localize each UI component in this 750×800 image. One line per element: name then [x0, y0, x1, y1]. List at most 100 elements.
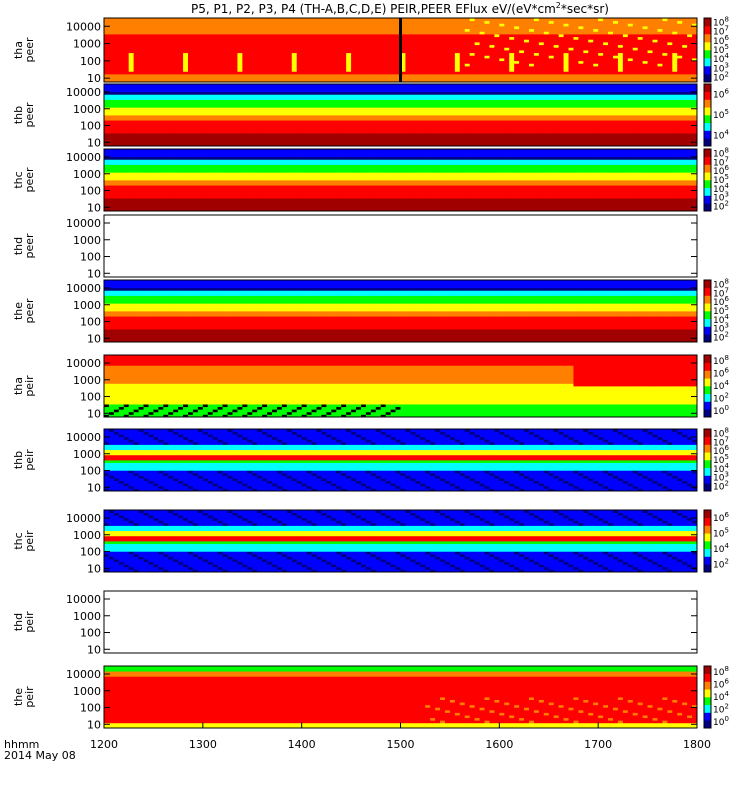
- spectrogram-image: [104, 84, 698, 147]
- y-tick-label: 100: [80, 316, 101, 329]
- x-tick-label: 1600: [485, 738, 513, 751]
- y-axis-label: thc: [12, 532, 25, 549]
- colorbar-tick-label: 108: [713, 426, 729, 439]
- colorbar-tick-label: 106: [713, 678, 729, 691]
- colorbar-tick-label: 105: [713, 526, 729, 539]
- colorbar-segment: [704, 704, 711, 713]
- y-axis-label: peir: [23, 686, 36, 708]
- y-axis-label: thd: [12, 237, 25, 255]
- y-tick-label: 10000: [66, 593, 101, 606]
- panels: 10210310410510610710810000100010010thape…: [12, 16, 729, 732]
- colorbar-segment: [704, 318, 711, 327]
- colorbar-tick-label: 104: [713, 542, 729, 555]
- y-tick-label: 1000: [73, 38, 101, 51]
- colorbar-segment: [704, 517, 711, 526]
- spectrogram-image: [104, 510, 698, 573]
- y-tick-label: 1000: [73, 103, 101, 116]
- colorbar-segment: [704, 122, 711, 131]
- panel-frame: [103, 279, 698, 343]
- colorbar-segment: [704, 681, 711, 690]
- colorbar-tick-label: 106: [713, 367, 729, 380]
- colorbar-segment: [704, 115, 711, 124]
- colorbar-segment: [704, 180, 711, 189]
- colorbar-segment: [704, 533, 711, 542]
- y-axis-label: peir: [23, 449, 36, 471]
- y-tick-label: 100: [80, 251, 101, 264]
- colorbar-tick-label: 104: [713, 462, 729, 475]
- y-tick-label: 1000: [73, 610, 101, 623]
- colorbar-segment: [704, 99, 711, 108]
- colorbar-segment: [704, 436, 711, 445]
- y-tick-label: 10: [87, 643, 101, 656]
- y-tick-label: 10000: [66, 20, 101, 33]
- y-tick-label: 1000: [73, 299, 101, 312]
- colorbar-tick-label: 102: [713, 702, 729, 715]
- y-axis-label: thc: [12, 171, 25, 188]
- spectrogram-image: [104, 355, 698, 418]
- y-tick-label: 10: [87, 72, 101, 85]
- colorbar-tick-label: 105: [713, 43, 729, 56]
- colorbar-tick-label: 107: [713, 25, 729, 38]
- colorbar-tick-label: 106: [713, 164, 729, 177]
- colorbar-tick-label: 102: [713, 200, 729, 213]
- y-tick-label: 1000: [73, 529, 101, 542]
- colorbar-segment: [704, 541, 711, 550]
- y-axis-label: thd: [12, 613, 25, 631]
- y-tick-label: 100: [80, 546, 101, 559]
- colorbar-segment: [704, 203, 711, 212]
- colorbar-segment: [704, 355, 711, 364]
- y-tick-label: 10000: [66, 217, 101, 230]
- y-axis-label: peer: [23, 37, 36, 63]
- colorbar-tick-label: 108: [713, 665, 729, 678]
- y-tick-label: 10000: [66, 282, 101, 295]
- y-tick-label: 1000: [73, 685, 101, 698]
- colorbar-tick-label: 107: [713, 435, 729, 448]
- y-axis-label: thb: [12, 451, 25, 469]
- panel-frame: [103, 590, 698, 654]
- colorbar-segment: [704, 84, 711, 93]
- colorbar-tick-label: 100: [713, 715, 729, 728]
- colorbar-segment: [704, 483, 711, 492]
- colorbar-segment: [704, 712, 711, 721]
- colorbar-segment: [704, 138, 711, 147]
- colorbar-segment: [704, 66, 711, 75]
- y-tick-label: 10: [87, 201, 101, 214]
- colorbar-tick-label: 107: [713, 155, 729, 168]
- colorbar-segment: [704, 18, 711, 27]
- y-tick-label: 10000: [66, 151, 101, 164]
- y-axis-label: tha: [12, 377, 25, 395]
- colorbar-tick-label: 102: [713, 391, 729, 404]
- y-tick-label: 1000: [73, 448, 101, 461]
- colorbar-segment: [704, 666, 711, 675]
- colorbar-tick-label: 108: [713, 277, 729, 290]
- colorbar-segment: [704, 58, 711, 67]
- y-axis-label: peir: [23, 375, 36, 397]
- colorbar-tick-label: 106: [713, 444, 729, 457]
- y-tick-label: 100: [80, 627, 101, 640]
- y-tick-label: 1000: [73, 168, 101, 181]
- colorbar-segment: [704, 195, 711, 204]
- colorbar: 102 104 105 106: [703, 509, 729, 573]
- colorbar-segment: [704, 34, 711, 43]
- colorbar-segment: [704, 510, 711, 519]
- colorbar-tick-label: 107: [713, 286, 729, 299]
- panel-frame: [103, 148, 698, 212]
- colorbar-segment: [704, 187, 711, 196]
- x-tick-label: 1500: [387, 738, 415, 751]
- colorbar-segment: [704, 409, 711, 418]
- colorbar-segment: [704, 564, 711, 573]
- colorbar-segment: [704, 393, 711, 402]
- colorbar-tick-label: 105: [713, 453, 729, 466]
- colorbar-segment: [704, 444, 711, 453]
- colorbar-segment: [704, 26, 711, 35]
- x-axis-label-line1: hhmm: [4, 738, 39, 751]
- colorbar-segment: [704, 334, 711, 343]
- colorbar-tick-label: 104: [713, 129, 729, 142]
